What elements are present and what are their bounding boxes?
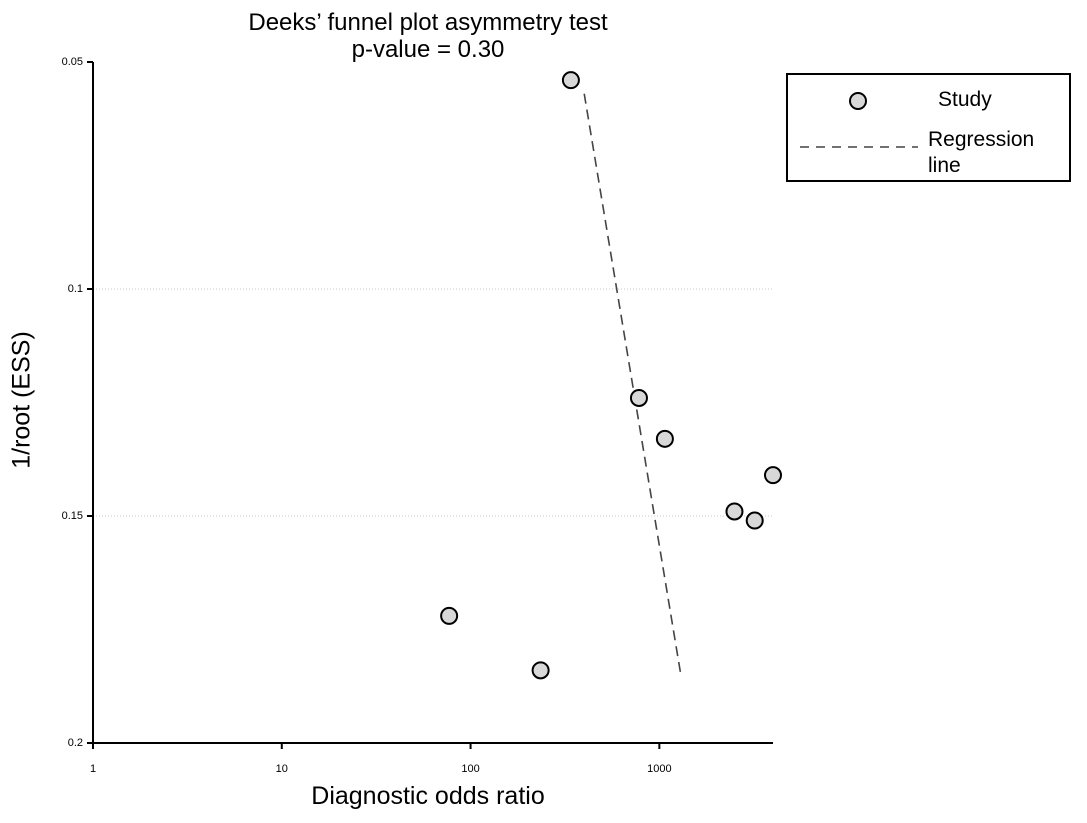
x-tick-label: 1000 [647,763,672,775]
study-point [531,661,550,680]
chart-title: Deeks’ funnel plot asymmetry test [248,9,608,36]
x-tick-label: 10 [275,763,288,775]
study-point [561,71,580,90]
y-tick-label: 0.2 [67,737,83,749]
x-tick-label: 1 [89,763,97,775]
study-point [725,502,744,521]
legend-study-label: Study [938,88,992,111]
regression-line [583,93,682,676]
gridlines [93,288,773,517]
legend-regression-label: Regression line [928,128,1035,177]
regression-layer [583,93,682,676]
x-axis-label: Diagnostic odds ratio [311,782,545,810]
study-point [764,466,782,485]
study-point [629,388,648,407]
points-layer [440,71,782,680]
legend: Study Regression line [786,73,1071,182]
study-point [745,511,764,530]
y-axis-label: 1/root (ESS) [7,331,36,469]
study-point [655,429,674,448]
y-tick-label: 0.15 [61,510,83,522]
study-point [440,606,459,625]
axes [87,61,773,749]
legend-symbols [800,92,918,148]
chart-subtitle: p-value = 0.30 [351,36,505,63]
x-tick-label: 100 [461,763,480,775]
y-tick-label: 0.1 [67,283,83,295]
legend-study-marker [849,92,867,110]
y-tick-label: 0.05 [61,56,83,68]
